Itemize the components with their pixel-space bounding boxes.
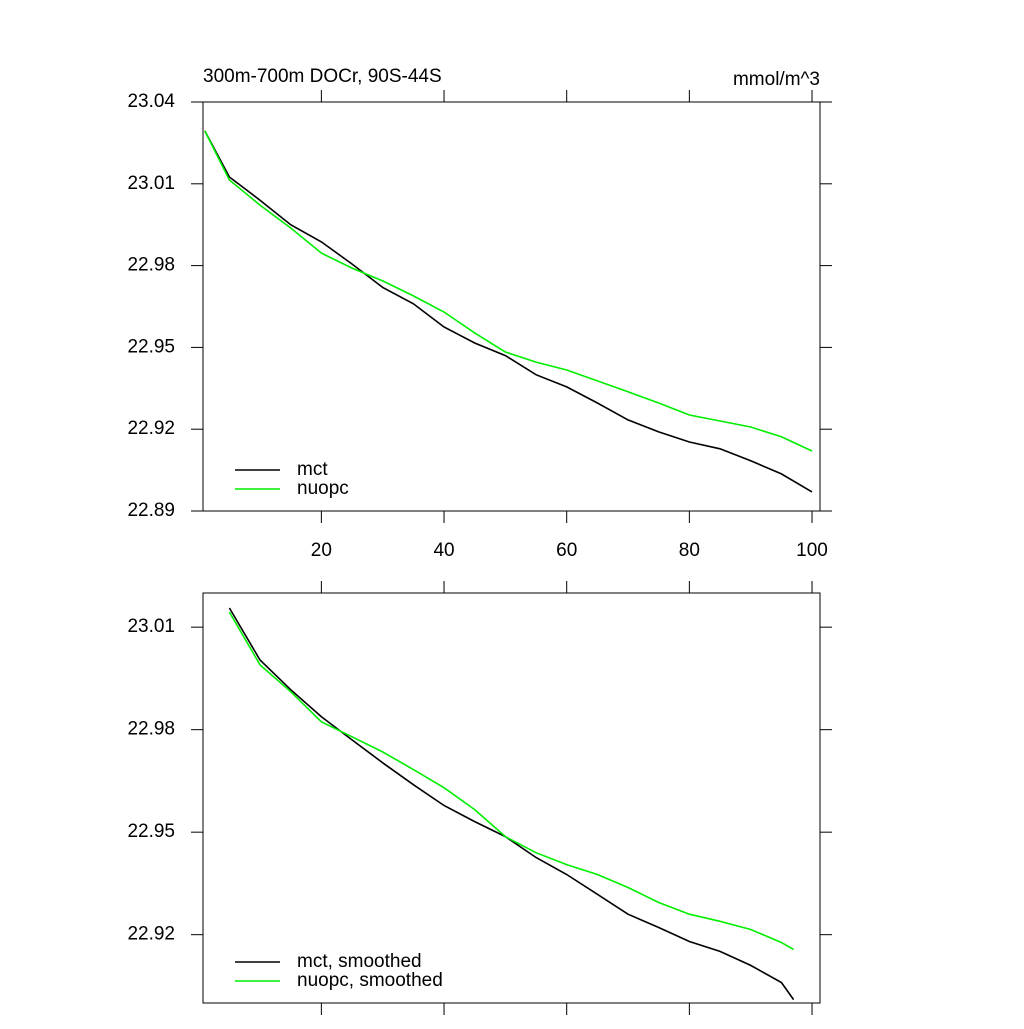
- y-tick-label: 22.95: [127, 336, 175, 357]
- legend-label: mct, smoothed: [297, 951, 422, 972]
- y-tick-label: 23.01: [127, 173, 175, 194]
- series-line: [228, 611, 794, 951]
- legend-label: nuopc: [297, 478, 349, 499]
- units-label: mmol/m^3: [733, 69, 820, 90]
- x-tick-label: 80: [679, 540, 700, 561]
- y-tick-label: 23.01: [127, 616, 175, 637]
- series-line: [204, 130, 813, 452]
- x-tick-label: 100: [796, 540, 828, 561]
- series-line: [228, 607, 795, 1001]
- plot-frame: [202, 592, 821, 1004]
- legend-label: nuopc, smoothed: [297, 970, 443, 991]
- x-tick-label: 40: [433, 540, 454, 561]
- x-tick-label: 60: [556, 540, 577, 561]
- y-tick-label: 22.95: [127, 821, 175, 842]
- y-tick-label: 22.98: [127, 255, 175, 276]
- series-line: [204, 130, 813, 493]
- y-tick-label: 22.92: [127, 418, 175, 439]
- legend-label: mct: [297, 459, 328, 480]
- y-tick-label: 22.92: [127, 924, 175, 945]
- plot-frame: [202, 101, 821, 512]
- x-tick-label: 20: [311, 540, 332, 561]
- chart-title: 300m-700m DOCr, 90S-44S: [203, 66, 442, 87]
- y-tick-label: 22.89: [127, 500, 175, 521]
- y-tick-label: 23.04: [127, 91, 175, 112]
- y-tick-label: 22.98: [127, 719, 175, 740]
